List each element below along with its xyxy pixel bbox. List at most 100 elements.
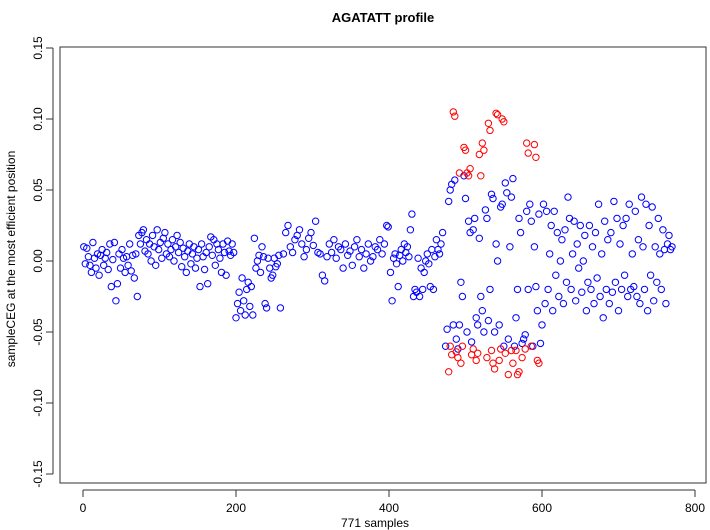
data-point-normal — [617, 285, 626, 294]
data-point-normal — [259, 253, 268, 261]
data-point-highlighted — [497, 345, 505, 353]
data-point-highlighted — [449, 108, 457, 116]
data-point-highlighted — [495, 356, 503, 365]
data-point-highlighted — [475, 150, 483, 159]
data-point-normal — [550, 207, 558, 216]
data-point-normal — [501, 179, 509, 187]
data-point-normal — [388, 297, 396, 305]
data-point-normal — [668, 243, 676, 251]
data-point-normal — [307, 228, 315, 237]
data-point-normal — [405, 253, 413, 261]
data-point-highlighted — [457, 359, 465, 367]
data-point-highlighted — [524, 149, 532, 157]
data-point-highlighted — [504, 370, 512, 379]
data-point-normal — [619, 221, 627, 230]
data-point-normal — [594, 200, 603, 208]
data-point-normal — [451, 176, 459, 184]
data-point-normal — [591, 228, 600, 237]
data-point-normal — [232, 314, 240, 322]
data-point-normal — [434, 245, 442, 254]
data-point-highlighted — [472, 356, 480, 365]
data-point-normal — [171, 243, 180, 251]
data-point-normal — [339, 264, 347, 272]
data-point-highlighted — [445, 368, 453, 376]
data-point-normal — [656, 250, 664, 258]
x-axis-title: 771 samples — [341, 516, 409, 530]
data-point-normal — [316, 250, 324, 258]
data-point-highlighted — [509, 359, 517, 367]
y-tick-label: 0.00 — [31, 249, 45, 273]
data-point-normal — [346, 247, 354, 255]
data-point-highlighted — [480, 146, 488, 154]
data-point-normal — [348, 261, 356, 269]
data-point-highlighted — [492, 109, 500, 118]
data-point-highlighted — [527, 342, 535, 350]
data-point-normal — [443, 325, 451, 333]
data-point-normal — [133, 292, 142, 301]
data-point-normal — [258, 243, 266, 251]
data-point-normal — [244, 278, 252, 286]
data-point-normal — [587, 285, 595, 294]
data-point-normal — [380, 240, 389, 248]
data-point-normal — [269, 271, 277, 279]
data-point-normal — [165, 253, 174, 261]
data-point-normal — [408, 210, 416, 218]
data-point-normal — [92, 264, 100, 272]
data-point-normal — [144, 250, 152, 258]
data-point-normal — [636, 299, 644, 308]
data-point-normal — [659, 226, 667, 234]
data-point-normal — [81, 260, 90, 268]
data-point-normal — [637, 193, 646, 201]
data-point-normal — [152, 261, 160, 269]
data-point-normal — [441, 342, 450, 350]
data-point-normal — [523, 207, 531, 216]
data-point-normal — [284, 221, 292, 230]
data-point-normal — [142, 236, 151, 244]
data-point-normal — [555, 292, 563, 301]
data-point-normal — [113, 280, 122, 288]
data-point-normal — [262, 304, 271, 312]
data-point-normal — [646, 271, 655, 279]
data-point-normal — [246, 302, 254, 311]
data-point-normal — [275, 251, 283, 260]
data-point-highlighted — [490, 365, 499, 373]
data-point-normal — [252, 264, 260, 272]
data-point-normal — [337, 245, 345, 254]
data-point-normal — [585, 221, 594, 230]
data-point-normal — [208, 251, 217, 260]
data-point-normal — [544, 285, 552, 294]
data-point-normal — [613, 214, 621, 223]
data-point-normal — [384, 223, 392, 231]
data-point-normal — [509, 174, 517, 183]
data-point-normal — [276, 304, 285, 312]
data-point-highlighted — [532, 153, 540, 162]
data-point-normal — [191, 264, 200, 272]
data-point-normal — [521, 331, 529, 339]
data-point-normal — [223, 237, 232, 245]
data-point-normal — [607, 228, 615, 237]
data-point-highlighted — [446, 342, 454, 350]
data-point-normal — [164, 240, 172, 248]
data-point-normal — [645, 221, 653, 230]
data-point-highlighted — [486, 126, 494, 135]
data-point-normal — [624, 292, 632, 301]
data-point-normal — [575, 264, 583, 272]
data-point-highlighted — [500, 118, 508, 126]
data-point-normal — [467, 338, 476, 346]
data-point-normal — [155, 245, 163, 254]
data-point-normal — [552, 271, 560, 279]
data-point-normal — [477, 292, 485, 301]
data-point-normal — [332, 254, 340, 262]
data-point-normal — [148, 231, 157, 240]
data-point-normal — [168, 236, 177, 244]
data-point-normal — [173, 231, 181, 240]
data-point-normal — [136, 240, 145, 248]
data-point-normal — [651, 243, 659, 251]
data-point-normal — [498, 200, 506, 208]
data-point-normal — [515, 214, 523, 223]
data-point-normal — [211, 261, 220, 269]
chart-title: AGATATT profile — [332, 10, 435, 25]
data-point-normal — [360, 264, 368, 272]
data-point-normal — [220, 248, 229, 257]
